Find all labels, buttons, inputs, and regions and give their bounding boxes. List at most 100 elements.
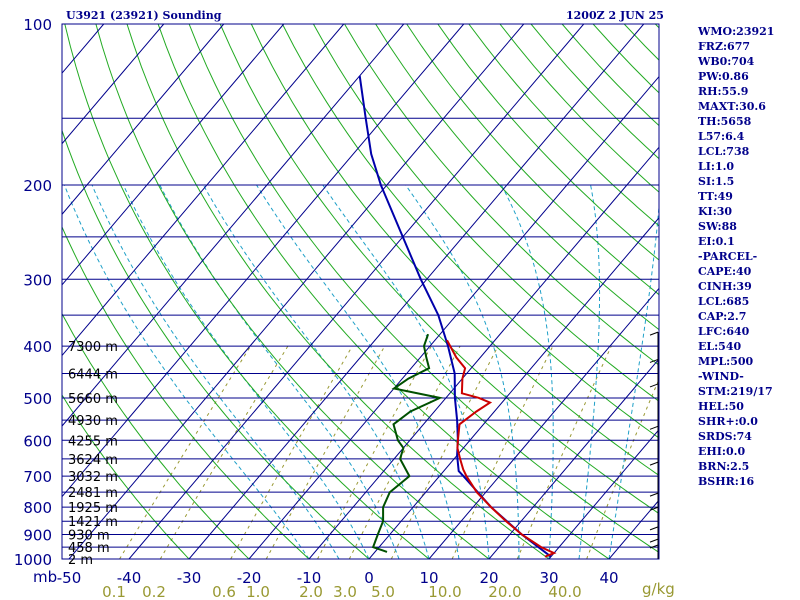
- dewpoint-trace: [371, 333, 444, 553]
- pressure-unit-label: mb: [33, 568, 58, 586]
- height-label: 3624 m: [68, 453, 118, 468]
- isotherm-line: [488, 358, 659, 559]
- isotherm-line: [62, 24, 225, 216]
- index-item: LCL:685: [698, 295, 750, 308]
- moist-adiabat: [405, 184, 520, 559]
- dry-adiabat: [375, 24, 659, 331]
- wind-barb-flag: [649, 544, 659, 549]
- isotherm-line: [128, 24, 585, 559]
- pressure-tick-label: 200: [23, 177, 52, 195]
- index-item: SRDS:74: [698, 430, 752, 443]
- temperature-tick-label: -20: [237, 569, 262, 587]
- height-label: 2 m: [68, 553, 93, 568]
- dry-adiabat: [157, 24, 610, 559]
- temperature-tick-label: 30: [539, 569, 558, 587]
- index-item: BSHR:16: [698, 475, 755, 488]
- isotherm-line: [62, 24, 465, 498]
- moist-adiabat: [608, 200, 659, 559]
- index-item: TT:49: [698, 190, 733, 203]
- temperature-tick-label: 0: [364, 569, 374, 587]
- mixing-ratio-tick-label: 1.0: [246, 583, 270, 600]
- height-label: 2481 m: [68, 486, 118, 501]
- isotherm-line: [62, 24, 165, 145]
- height-label: 930 m: [68, 529, 110, 544]
- wind-barb-flag: [649, 331, 659, 336]
- dry-adiabat: [188, 24, 659, 554]
- index-item: WMO:23921: [698, 25, 775, 38]
- indices-panel: WMO:23921 FRZ:677 WB0:704 PW:0.86 RH:55.9 MAX…: [698, 24, 774, 489]
- mixing-ratio-tick-label: 0.2: [142, 583, 166, 600]
- mixing-ratio-unit-label: g/kg: [642, 580, 675, 598]
- height-label: 4255 m: [68, 434, 118, 449]
- index-item: MPL:500: [698, 355, 754, 368]
- dry-adiabat: [312, 24, 659, 402]
- mixing-ratio-tick-label: 10.0: [428, 583, 461, 600]
- index-item: L57:6.4: [698, 130, 745, 143]
- isotherm-line: [308, 146, 659, 559]
- pressure-tick-label: 700: [23, 468, 52, 486]
- isotherm-line: [62, 24, 345, 357]
- index-item: PW:0.86: [698, 70, 749, 83]
- dry-adiabat: [64, 24, 430, 559]
- index-item: SI:1.5: [698, 175, 735, 188]
- dry-adiabat: [95, 24, 490, 559]
- height-label: 7300 m: [68, 340, 118, 355]
- isotherm-line: [248, 75, 659, 559]
- dry-adiabat: [219, 24, 659, 515]
- mixing-ratio-tick-label: 0.6: [212, 583, 236, 600]
- index-item: LCL:738: [698, 145, 750, 158]
- pressure-tick-label: 500: [23, 390, 52, 408]
- isotherm-line: [368, 217, 659, 559]
- index-item: MAXT:30.6: [698, 100, 766, 113]
- height-label: 1421 m: [68, 515, 118, 530]
- mixing-ratio-line: [586, 378, 659, 559]
- wind-barb-flag: [649, 492, 659, 497]
- pressure-tick-label: 300: [23, 271, 52, 289]
- mixing-ratio-line: [390, 345, 499, 559]
- index-item: EHI:0.0: [698, 445, 746, 458]
- pressure-tick-label: 600: [23, 432, 52, 450]
- index-item: EI:0.1: [698, 235, 735, 248]
- mixing-ratio-tick-label: 0.1: [102, 583, 126, 600]
- dry-adiabat: [126, 24, 550, 559]
- temperature-tick-label: 20: [479, 569, 498, 587]
- isotherm-line: [548, 428, 659, 559]
- dry-adiabat: [62, 312, 250, 559]
- pressure-tick-label: 800: [23, 499, 52, 517]
- index-item: SW:88: [698, 220, 737, 233]
- index-item: HEL:50: [698, 400, 744, 413]
- dry-adiabat: [62, 394, 190, 559]
- isotherm-line: [62, 24, 285, 286]
- sounding-datetime: 1200Z 2 JUN 25: [566, 9, 664, 22]
- index-item: CAP:2.7: [698, 310, 747, 323]
- isotherm-line: [68, 24, 525, 559]
- wind-barb-flag: [649, 425, 659, 430]
- pressure-tick-label: 100: [23, 16, 52, 34]
- isotherm-line: [62, 24, 405, 427]
- mixing-ratio-line: [119, 345, 252, 559]
- mixing-ratio-line: [265, 345, 386, 559]
- wind-barb-flag: [649, 359, 659, 363]
- wind-barb-flag: [649, 506, 659, 511]
- temperature-tick-label: -30: [177, 569, 202, 587]
- isotherms: [62, 24, 659, 559]
- index-item: STM:219/17: [698, 385, 773, 398]
- height-label: 5660 m: [68, 392, 118, 407]
- isotherm-line: [188, 24, 645, 559]
- index-item: TH:5658: [698, 115, 752, 128]
- index-item: -WIND-: [698, 370, 744, 383]
- pressure-tick-label: 900: [23, 527, 52, 545]
- dry-adiabat: [437, 24, 659, 261]
- wind-barb-flag: [649, 461, 659, 466]
- index-item: KI:30: [698, 205, 733, 218]
- sounding-profiles: [358, 75, 557, 558]
- index-item: CAPE:40: [698, 265, 752, 278]
- wind-barb-flag: [649, 538, 659, 543]
- index-item: CINH:39: [698, 280, 752, 293]
- height-label: 3032 m: [68, 470, 118, 485]
- height-label: 4930 m: [68, 414, 118, 429]
- height-label: 6444 m: [68, 368, 118, 383]
